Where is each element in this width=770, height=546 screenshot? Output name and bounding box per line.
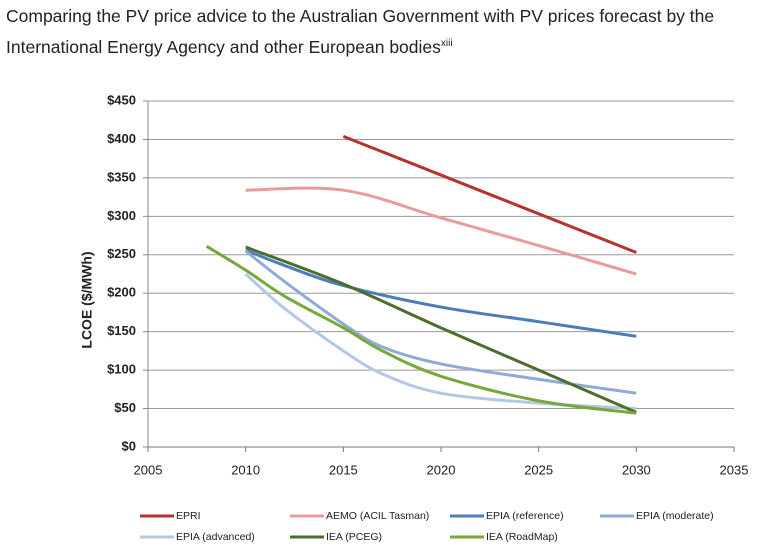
chart-title-block: Comparing the PV price advice to the Aus… [6, 2, 766, 61]
legend-label: IEA (PCEG) [326, 531, 382, 543]
series-line [342, 134, 637, 254]
x-tick-label: 2015 [329, 462, 358, 477]
legend-label: EPIA (moderate) [636, 510, 714, 522]
y-tick-label: $250 [107, 246, 136, 261]
y-axis-label: LCOE ($/MWh) [79, 251, 95, 348]
series-line [245, 245, 637, 414]
legend-label: EPRI [176, 510, 201, 522]
x-tick-label: 2010 [231, 462, 260, 477]
y-tick-label: $450 [107, 92, 136, 107]
y-tick-label: $0 [122, 438, 136, 453]
x-tick-label: 2025 [524, 462, 553, 477]
y-tick-label: $100 [107, 362, 136, 377]
title-note: xiii [440, 38, 453, 49]
x-tick-label: 2020 [427, 462, 456, 477]
series-line [245, 186, 637, 276]
y-tick-label: $400 [107, 131, 136, 146]
series-line [245, 248, 637, 338]
x-tick-label: 2005 [134, 462, 163, 477]
x-tick-label: 2030 [622, 462, 651, 477]
series-line [244, 249, 637, 395]
y-tick-label: $50 [114, 400, 136, 415]
y-tick-label: $200 [107, 285, 136, 300]
legend-label: IEA (RoadMap) [486, 531, 558, 543]
y-tick-label: $350 [107, 169, 136, 184]
y-tick-label: $300 [107, 208, 136, 223]
x-tick-label: 2035 [720, 462, 749, 477]
legend-label: AEMO (ACIL Tasman) [326, 510, 429, 522]
y-tick-label: $150 [107, 323, 136, 338]
legend-label: EPIA (advanced) [176, 531, 255, 543]
chart-title: Comparing the PV price advice to the Aus… [6, 6, 715, 57]
series-line [205, 245, 637, 415]
series-line [244, 272, 637, 411]
legend-label: EPIA (reference) [486, 510, 564, 522]
